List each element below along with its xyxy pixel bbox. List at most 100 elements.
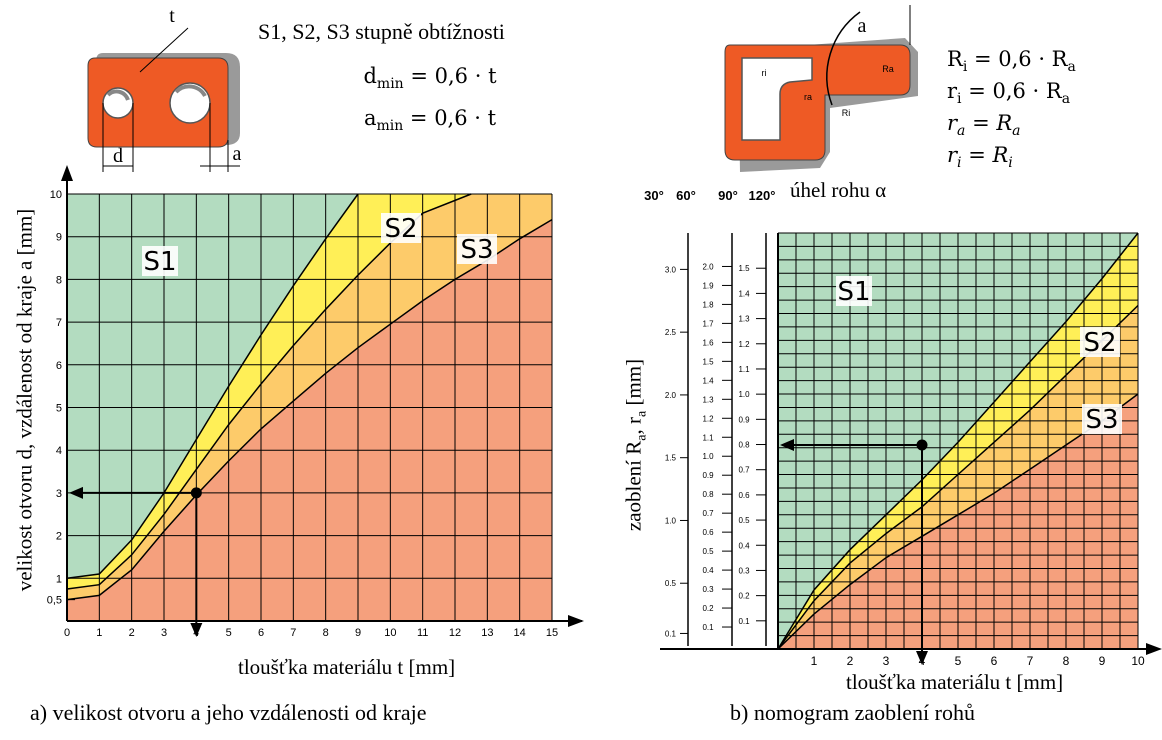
x-tick-b: 7: [1027, 654, 1034, 668]
region-label-s1-a-bg: [142, 246, 178, 276]
region-s2-a: [67, 194, 552, 589]
scale-label-30-60: 0.1: [665, 629, 677, 638]
scale-label-60-90: 0.6: [702, 528, 714, 537]
label-Ra-b: Ra: [882, 64, 894, 74]
amin-formula: amin = 0,6 · t: [363, 106, 497, 135]
scale-label-60-90: 0.1: [702, 623, 714, 632]
part-a-body: [87, 57, 229, 148]
x-tick-a: 6: [258, 627, 264, 639]
x-axis-arrow-b: [1146, 643, 1162, 655]
scale-label-90-120: 1.2: [738, 340, 750, 349]
y-tick-a: 3: [56, 488, 62, 500]
example-arrow-v-b: [916, 651, 928, 665]
chart-a-plot: [61, 165, 584, 627]
y-tick-a: 8: [56, 274, 62, 286]
scale-label-60-90: 0.3: [702, 585, 714, 594]
region-label-s3-a-bg: [457, 234, 497, 264]
x-tick-b: 9: [1099, 654, 1106, 668]
example-arrow-h-a: [69, 486, 83, 499]
x-tick-a: 15: [546, 627, 558, 639]
x-tick-a: 9: [355, 627, 361, 639]
scale-label-30-60: 3.0: [665, 265, 677, 274]
scale-label-60-90: 0.5: [702, 547, 714, 556]
scale-label-60-90: 1.6: [702, 338, 714, 347]
angle-header-30: 30°: [644, 188, 664, 203]
dim-t-line: [139, 27, 189, 73]
scale-label-90-120: 0.6: [738, 491, 750, 500]
dmin-formula: dmin = 0,6 · t: [363, 64, 497, 93]
scale-label-60-90: 1.1: [702, 433, 714, 442]
example-point-b: [916, 439, 928, 451]
y-tick-a: 1: [56, 573, 62, 585]
scale-label-90-120: 0.2: [738, 592, 750, 601]
example-point-a: [190, 487, 202, 499]
label-d-a: d: [113, 145, 123, 167]
scale-label-60-90: 1.2: [702, 414, 714, 423]
ylabel-a: velikost otvoru d, vzdálenost od kraje a…: [12, 208, 37, 592]
part-a-illustration: [87, 27, 240, 172]
formula-Ri: Ri = 0,6 · Ra: [947, 47, 1076, 76]
scale-label-90-120: 0.3: [738, 566, 750, 575]
label-a-b: a: [858, 15, 867, 37]
x-tick-b: 8: [1063, 654, 1070, 668]
x-tick-a: 3: [161, 627, 167, 639]
x-tick-a: 2: [129, 627, 135, 639]
scale-label-30-60: 1.0: [665, 516, 677, 525]
scale-label-60-90: 1.8: [702, 300, 714, 309]
y-tick-a: 0,5: [47, 595, 62, 607]
angle-header-60: 60°: [676, 188, 696, 203]
y-tick-a: 5: [56, 403, 62, 415]
hole-small-shade: [106, 89, 130, 101]
x-tick-a: 8: [323, 627, 329, 639]
region-label-s3-b: S3: [1085, 405, 1118, 435]
scale-label-90-120: 0.8: [738, 441, 750, 450]
scale-label-60-90: 0.8: [702, 490, 714, 499]
scale-label-60-90: 0.9: [702, 471, 714, 480]
scale-label-60-90: 1.3: [702, 395, 714, 404]
x-tick-b: 10: [1131, 654, 1145, 668]
boundary-line-a: [66, 193, 359, 580]
part-b-cutout: [741, 57, 813, 141]
scale-label-60-90: 0.4: [702, 566, 714, 575]
y-tick-a: 10: [50, 189, 62, 201]
label-Ri-b: Ri: [842, 108, 851, 118]
xlabel-a: tloušťka materiálu t [mm]: [238, 655, 456, 679]
y-tick-a: 9: [56, 232, 62, 244]
scale-label-30-60: 2.0: [665, 391, 677, 400]
scale-label-60-90: 1.4: [702, 376, 714, 385]
boundary-line-a: [66, 193, 472, 590]
scale-label-90-120: 0.4: [738, 541, 750, 550]
x-tick-a: 12: [449, 627, 461, 639]
example-arrow-h-b: [780, 439, 794, 452]
caption-b: b) nomogram zaoblení rohů: [730, 700, 975, 725]
region-label-s2-b: S2: [1083, 328, 1116, 358]
x-tick-a: 10: [384, 627, 396, 639]
scale-label-90-120: 1.1: [738, 365, 750, 374]
y-tick-a: 7: [56, 317, 62, 329]
label-ra-b: ra: [804, 92, 812, 102]
x-tick-a: 7: [290, 627, 296, 639]
example-arrow-v-a: [190, 623, 203, 637]
scale-label-90-120: 0.5: [738, 516, 750, 525]
y-tick-a: 6: [56, 360, 62, 372]
scale-label-90-120: 1.5: [738, 264, 750, 273]
hole-large-shade: [174, 84, 207, 98]
boundary-line-b: [777, 232, 1139, 650]
region-label-s2-b-bg: [1080, 327, 1120, 357]
chart-b-plot: [660, 232, 1162, 655]
formula-ri: ri = 0,6 · Ra: [947, 79, 1071, 108]
scale-label-30-60: 1.5: [665, 454, 677, 463]
label-t-a: t: [169, 5, 175, 27]
label-ri-b: ri: [762, 68, 767, 78]
formula-ri-Ri: ri = Ri: [947, 143, 1013, 172]
x-axis-arrow-a: [568, 615, 584, 627]
x-tick-b: 2: [847, 654, 854, 668]
angle-header-120: 120°: [749, 188, 776, 203]
y-tick-a: 4: [56, 445, 62, 457]
region-label-s1-b: S1: [837, 277, 870, 307]
scale-label-60-90: 0.2: [702, 604, 714, 613]
region-label-s1-b-bg: [836, 276, 872, 306]
scale-label-90-120: 0.1: [738, 617, 750, 626]
scale-label-60-90: 1.9: [702, 281, 714, 290]
xlabel-b: tloušťka materiálu t [mm]: [846, 670, 1064, 694]
